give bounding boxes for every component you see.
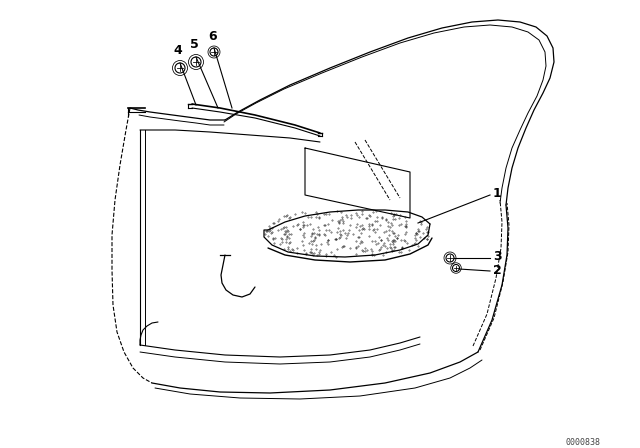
Text: 6: 6: [209, 30, 218, 43]
Text: 2: 2: [493, 263, 502, 276]
Circle shape: [210, 48, 218, 56]
Circle shape: [191, 57, 201, 67]
Text: 4: 4: [173, 43, 182, 56]
Text: 3: 3: [493, 250, 502, 263]
Text: 0000838: 0000838: [565, 438, 600, 447]
Circle shape: [446, 254, 454, 262]
Text: 1: 1: [493, 186, 502, 199]
Text: 5: 5: [189, 38, 198, 51]
Circle shape: [175, 63, 185, 73]
Circle shape: [452, 264, 460, 271]
